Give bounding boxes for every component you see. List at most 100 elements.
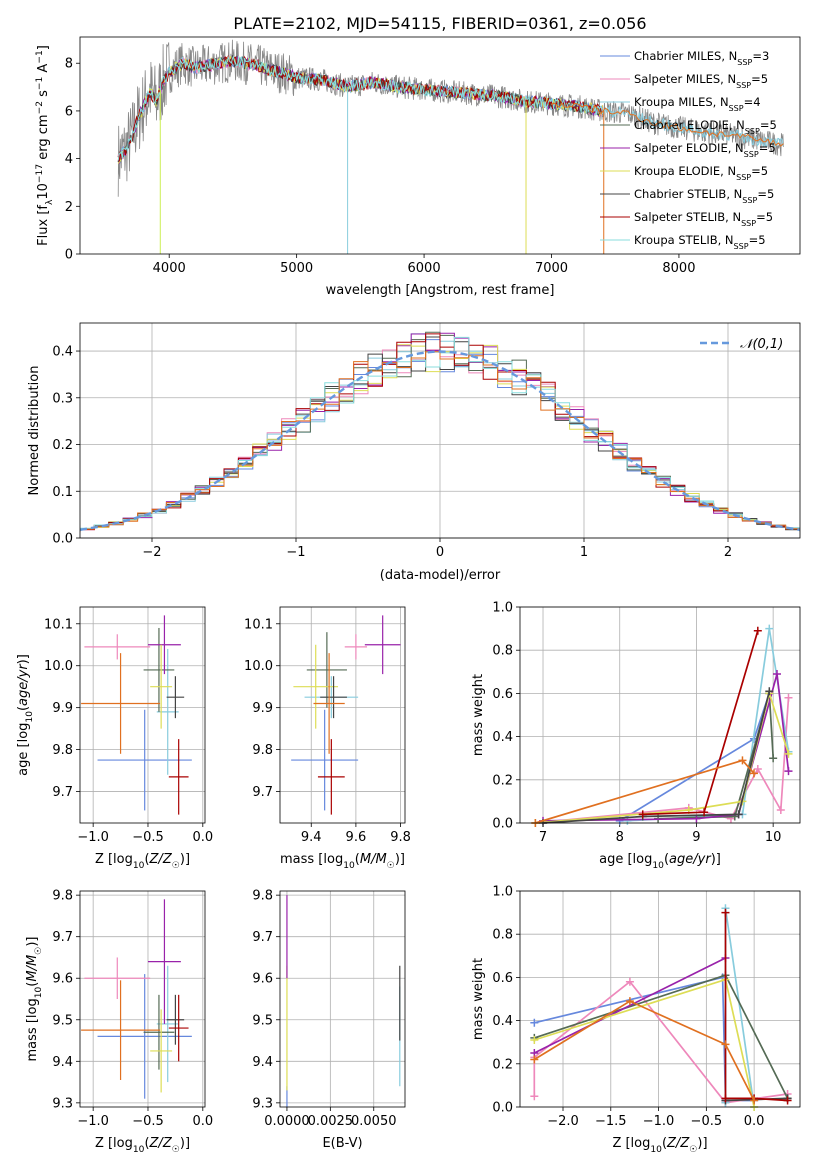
x-tick-label: 5000 [280,261,313,276]
panel-mass_vs_Z: −1.0 −0.5 0.0 9.3 9.4 9.5 9.6 9.7 9.8 Z [log10(Z/… [25,889,213,1155]
x-tick-label: 0.0000 [264,1114,310,1129]
y-tick-label: 9.6 [52,972,73,987]
panel-age_vs_mass: 9.4 9.6 9.8 9.7 9.8 9.9 10.0 10.1 mass [log10(M/… [244,606,411,871]
mass-weight-line [724,912,788,1102]
panel-spectrum: 4000 5000 6000 7000 8000 0 2 4 6 8 wavelength [Ang… [35,36,801,298]
y-axis-label: Normed distribution [27,366,42,496]
errorbars [81,899,192,1099]
y-tick-label: 0.4 [52,345,73,360]
y-tick-label: 4 [65,152,73,167]
mass-weight-marker [765,687,774,696]
x-tick-label: 0.0 [744,1114,765,1129]
y-tick-label: 9.9 [252,701,273,716]
y-tick-label: 0.3 [52,391,73,406]
y-axis-label: mass weight [471,958,486,1040]
mass-weight-line [533,1000,755,1101]
panel-weight_vs_age: 7 8 9 10 0.0 0.2 0.4 0.6 0.8 1.0 age [log10(age/yr… [471,601,801,871]
mass-weight-marker [784,767,793,776]
errorbars [81,615,192,815]
mass-weight-marker [734,810,743,819]
y-tick-label: 9.5 [52,1013,73,1028]
y-tick-label: 0.8 [492,644,513,659]
x-tick-label: −0.5 [691,1114,723,1129]
y-tick-label: 0.0 [492,817,513,832]
y-tick-label: 0 [65,248,73,263]
x-tick-label: 9.4 [301,830,322,845]
mass-weight-marker [700,808,709,817]
legend-entry: Chabrier ELODIE, NSSP=5 [634,118,777,136]
mass-weight-marker [625,977,634,986]
y-axis-label: mass weight [471,674,486,756]
mass-weight-marker [530,1055,539,1064]
legend-entry: Kroupa ELODIE, NSSP=5 [634,164,768,182]
x-tick-label: 4000 [153,261,186,276]
x-tick-label: −1 [286,545,305,560]
y-tick-label: 1.0 [492,601,513,616]
x-axis-label: Z [log10(Z/Z☉)] [95,1136,190,1155]
y-tick-label: 2 [65,200,73,215]
y-tick-label: 9.7 [52,785,73,800]
x-tick-label: 6000 [408,261,441,276]
x-tick-label: 0.0 [192,830,213,845]
errorbars [286,895,401,1107]
mass-weight-line [619,693,771,822]
mass-weight-marker [721,1040,730,1049]
legend-entry: Chabrier MILES, NSSP=3 [634,49,769,67]
y-tick-label: 0.6 [492,971,513,986]
x-tick-label: 9 [692,830,700,845]
x-axis-label: Z [log10(Z/Z☉)] [612,1136,707,1155]
x-tick-label: 9.8 [390,830,411,845]
figure-title: PLATE=2102, MJD=54115, FIBERID=0361, z=0… [233,14,646,33]
y-tick-label: 9.8 [252,743,273,758]
y-tick-label: 9.4 [52,1055,73,1070]
mass-weight-line [725,1097,788,1102]
mass-weight-marker [638,810,647,819]
legend-entry: 𝒩(0,1) [740,337,783,352]
axes-frame [279,606,406,824]
normal-curve-line [80,350,800,531]
y-tick-label: 9.7 [252,930,273,945]
y-tick-label: 9.8 [52,743,73,758]
x-axis-label: age [log10(age/yr)] [599,852,721,871]
mass-weight-marker [530,1018,539,1027]
x-axis-label: (data-model)/error [380,568,501,583]
y-tick-label: 0.6 [492,687,513,702]
y-tick-label: 10.0 [44,659,73,674]
x-axis-label: Z [log10(Z/Z☉)] [95,852,190,871]
y-tick-label: 9.4 [252,1055,273,1070]
axes-frame [279,890,406,1108]
x-tick-label: 7000 [535,261,568,276]
mass-weight-line [627,628,790,822]
histograms [80,331,800,533]
x-tick-label: 9.6 [346,830,367,845]
mass-weight-marker [772,669,781,678]
x-tick-label: −1.0 [643,1114,675,1129]
axes-frame [519,606,801,824]
mass-weight-marker [530,1036,539,1045]
model-spectrum-line [551,102,784,147]
x-axis-label: mass [log10(M/M☉)] [280,852,405,871]
y-tick-label: 10.0 [244,659,273,674]
y-tick-label: 9.8 [252,889,273,904]
mass-weight-marker [784,693,793,702]
mass-weight-marker [530,1092,539,1101]
y-tick-label: 10.1 [244,617,273,632]
y-tick-label: 0.4 [492,730,513,745]
y-tick-label: 6 [65,104,73,119]
mass-weight-marker [750,1096,759,1105]
y-tick-label: 0.8 [492,928,513,943]
mass-weight-marker [721,908,730,917]
x-tick-label: −2.0 [547,1114,579,1129]
mass-weight-marker [749,769,758,778]
mass-weight-marker [784,749,793,758]
legend-entry: Kroupa STELIB, NSSP=5 [634,233,766,251]
y-tick-label: 9.3 [252,1096,273,1111]
mass-weight-line [724,908,755,1108]
mass-weight-line [542,690,771,824]
panel-residuals: −2 −1 0 1 2 0.0 0.1 0.2 0.3 0.4 𝒩(0,1) (data-model)… [27,322,801,583]
panel-age_vs_Z: −1.0 −0.5 0.0 9.7 9.8 9.9 10.0 10.1 Z [log10(Z/Z… [16,606,213,871]
axes-frame [79,606,206,824]
x-tick-label: −2 [142,545,161,560]
y-tick-label: 0.2 [492,773,513,788]
